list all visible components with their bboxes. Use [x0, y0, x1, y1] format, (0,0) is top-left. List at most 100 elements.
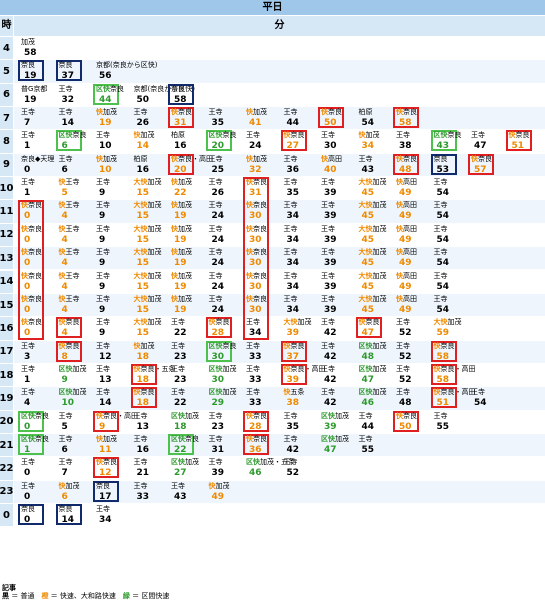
departure[interactable]: 快加茂 6 [56, 481, 92, 503]
departure[interactable]: 区快加茂 18 [168, 411, 204, 433]
departure[interactable]: 快奈良 0 [18, 271, 54, 293]
departure[interactable]: 王寺 9 [93, 294, 129, 316]
departure[interactable]: 奈良 37 [55, 60, 92, 82]
departure[interactable]: 大快加茂 45 [356, 200, 392, 222]
departure[interactable]: 大快加茂 15 [131, 177, 167, 199]
departure[interactable]: 奈良 14 [55, 504, 92, 526]
departure[interactable]: 王寺 42 [318, 317, 354, 339]
departure[interactable]: 王寺 38 [393, 130, 429, 152]
departure[interactable]: 王寺 12 [93, 341, 129, 363]
departure[interactable]: 王寺 23 [168, 341, 204, 363]
departure[interactable]: 快加茂 11 [93, 434, 129, 456]
departure[interactable]: 王寺 39 [318, 200, 354, 222]
departure[interactable]: 加茂 58 [18, 37, 54, 59]
departure[interactable]: 快奈良・高田 39 [280, 363, 326, 386]
departure[interactable]: 王寺 39 [206, 457, 242, 479]
departure[interactable]: 王寺 5 [56, 411, 92, 433]
departure[interactable]: 快奈良 28 [205, 317, 242, 339]
departure[interactable]: 王寺 39 [318, 247, 354, 269]
departure[interactable]: 王寺 6 [56, 434, 92, 456]
departure[interactable]: 王寺 24 [206, 271, 242, 293]
departure[interactable]: 快奈良 30 [243, 224, 279, 246]
departure[interactable]: 快奈良 31 [243, 177, 279, 199]
departure[interactable]: 快奈良 8 [55, 340, 92, 363]
departure[interactable]: 区快奈良 43 [430, 130, 467, 152]
departure[interactable]: 快奈良 27 [280, 130, 317, 152]
departure[interactable]: 王寺 47 [468, 130, 504, 152]
departure[interactable]: 王寺 24 [206, 294, 242, 316]
departure[interactable]: 王寺 26 [206, 177, 242, 199]
departure[interactable]: 柏原 54 [356, 107, 392, 129]
departure[interactable]: 王寺 16 [131, 434, 167, 456]
departure[interactable]: 王寺 24 [206, 200, 242, 222]
departure[interactable]: 快加茂 19 [93, 107, 129, 129]
departure[interactable]: 快加茂 10 [93, 154, 129, 176]
departure[interactable]: 快奈良・高田 58 [430, 363, 476, 386]
departure[interactable]: 王寺 10 [93, 130, 129, 152]
departure[interactable]: 王寺 9 [93, 317, 129, 339]
departure[interactable]: 快奈良 30 [243, 271, 279, 293]
departure[interactable]: 王寺 44 [281, 107, 317, 129]
departure[interactable]: 王寺 34 [281, 247, 317, 269]
departure[interactable]: 快奈良 30 [243, 294, 279, 316]
departure[interactable]: 王寺 34 [281, 224, 317, 246]
departure[interactable]: 王寺 54 [431, 224, 467, 246]
departure[interactable]: 快奈良 37 [280, 340, 317, 363]
departure[interactable]: 大快加茂 59 [431, 317, 467, 339]
departure[interactable]: 奈良 0 [18, 504, 54, 526]
departure[interactable]: 王寺 24 [206, 224, 242, 246]
departure[interactable]: 大快加茂 15 [131, 317, 167, 339]
departure[interactable]: 王寺 9 [93, 224, 129, 246]
departure[interactable]: 快奈良・高田 51 [430, 387, 476, 409]
departure[interactable]: 王寺 24 [206, 247, 242, 269]
departure[interactable]: 王寺 54 [431, 200, 467, 222]
departure[interactable]: 王寺 44 [356, 411, 392, 433]
departure[interactable]: 王寺 9 [93, 177, 129, 199]
departure[interactable]: 奈良 53 [430, 153, 467, 176]
departure[interactable]: 快奈良 0 [18, 224, 54, 246]
departure[interactable]: 王寺 22 [168, 387, 204, 409]
departure[interactable]: 区快加茂 47 [318, 434, 354, 456]
departure[interactable]: 王寺 25 [206, 154, 242, 176]
departure[interactable]: 快高田 49 [393, 294, 429, 316]
departure[interactable]: 王寺 23 [168, 364, 204, 386]
departure[interactable]: 快加茂 19 [168, 247, 204, 269]
departure[interactable]: 快加茂 19 [168, 200, 204, 222]
departure[interactable]: 王寺 34 [243, 317, 279, 339]
departure[interactable]: 王寺 52 [393, 341, 429, 363]
departure[interactable]: 奈良 19 [18, 60, 54, 82]
departure[interactable]: 区快加茂 48 [356, 341, 392, 363]
departure[interactable]: 王寺 54 [431, 247, 467, 269]
departure[interactable]: 王寺 39 [318, 294, 354, 316]
departure[interactable]: 王寺 1 [18, 364, 54, 386]
departure[interactable]: 快加茂 19 [168, 271, 204, 293]
departure[interactable]: 区快奈良 22 [168, 433, 204, 456]
departure[interactable]: 王寺 9 [93, 200, 129, 222]
departure[interactable]: 王寺 33 [131, 481, 167, 503]
departure[interactable]: 王寺 42 [318, 341, 354, 363]
departure[interactable]: 王寺 9 [93, 247, 129, 269]
departure[interactable]: 大快加茂 15 [131, 271, 167, 293]
departure[interactable]: 快奈良 0 [18, 294, 54, 316]
departure[interactable]: 京都(奈良から区快) 56 [93, 60, 157, 82]
departure[interactable]: 王寺 39 [318, 177, 354, 199]
departure[interactable]: 区快加茂 39 [318, 411, 354, 433]
departure[interactable]: 快奈良 58 [430, 340, 467, 363]
departure[interactable]: 王寺 52 [281, 457, 317, 479]
departure[interactable]: 快加茂 49 [206, 481, 242, 503]
departure[interactable]: 普G京都 19 [18, 84, 54, 106]
departure[interactable]: 大快加茂 39 [281, 317, 317, 339]
departure[interactable]: 王寺 54 [431, 294, 467, 316]
departure[interactable]: 区快奈良 20 [205, 130, 242, 152]
departure[interactable]: 柏原 16 [131, 154, 167, 176]
departure[interactable]: 快奈良・高田 20 [168, 153, 213, 176]
departure[interactable]: 王寺 31 [206, 434, 242, 456]
departure[interactable]: 奈良 17 [93, 480, 129, 503]
departure[interactable]: 王寺 42 [318, 387, 354, 409]
departure[interactable]: 快奈良 0 [18, 317, 54, 339]
departure[interactable]: 快五条 38 [281, 387, 317, 409]
departure[interactable]: 大快加茂 45 [356, 224, 392, 246]
departure[interactable]: 王寺 43 [356, 154, 392, 176]
departure[interactable]: 区快奈良 30 [205, 340, 242, 363]
